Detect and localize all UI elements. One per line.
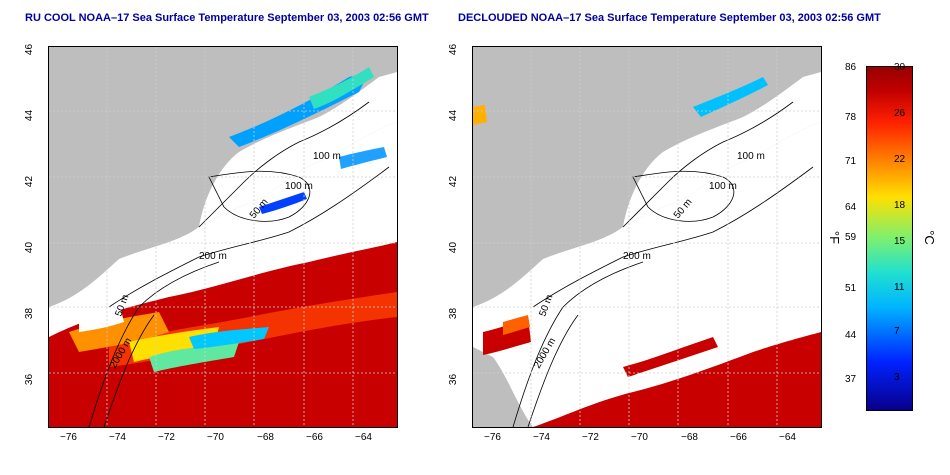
warm-water bbox=[533, 332, 821, 427]
colorbar-c-tick: 30 bbox=[894, 62, 906, 73]
x-tick: −72 bbox=[582, 432, 599, 443]
colorbar-c-tick: 3 bbox=[894, 372, 900, 383]
sst-map-declouded: 100 m 100 m 50 m 200 m 50 m 2000 m bbox=[472, 46, 822, 428]
x-tick: −66 bbox=[306, 432, 323, 443]
colorbar-c-tick: 7 bbox=[894, 326, 900, 337]
x-tick: −74 bbox=[533, 432, 550, 443]
colorbar-f-tick: 51 bbox=[845, 283, 857, 294]
x-tick: −70 bbox=[207, 432, 224, 443]
x-tick: −64 bbox=[355, 432, 372, 443]
colorbar-f-tick: 78 bbox=[845, 112, 857, 123]
contour-label: 100 m bbox=[709, 181, 737, 192]
colorbar-unit-c: °C bbox=[921, 230, 937, 245]
colorbar-f-tick: 44 bbox=[845, 330, 857, 341]
panel-title-declouded: DECLOUDED NOAA–17 Sea Surface Temperatur… bbox=[458, 12, 881, 24]
x-tick: −68 bbox=[257, 432, 274, 443]
colorbar-c-tick: 18 bbox=[894, 200, 906, 211]
sst-map-raw: 100 m 100 m 50 m 200 m 50 m 2000 m bbox=[48, 46, 398, 428]
contour-label: 100 m bbox=[285, 181, 313, 192]
y-tick: 38 bbox=[24, 307, 36, 320]
y-tick: 36 bbox=[24, 373, 36, 386]
colorbar-f-tick: 86 bbox=[845, 62, 857, 73]
x-tick: −76 bbox=[484, 432, 501, 443]
y-tick: 38 bbox=[448, 307, 460, 320]
colorbar-c-tick: 26 bbox=[894, 108, 906, 119]
colorbar-f-tick: 64 bbox=[845, 202, 857, 213]
colorbar-c-tick: 11 bbox=[894, 282, 905, 293]
x-tick: −66 bbox=[730, 432, 747, 443]
colorbar-c-tick: 15 bbox=[894, 236, 906, 247]
sst-colorbar bbox=[866, 66, 913, 411]
colorbar-f-tick: 37 bbox=[845, 374, 857, 385]
y-tick: 36 bbox=[448, 373, 460, 386]
contour-label: 100 m bbox=[737, 151, 765, 162]
y-tick: 42 bbox=[24, 175, 36, 188]
y-tick: 46 bbox=[24, 43, 36, 56]
x-tick: −70 bbox=[631, 432, 648, 443]
y-tick: 44 bbox=[448, 109, 460, 122]
x-tick: −74 bbox=[109, 432, 126, 443]
colorbar-f-tick: 71 bbox=[845, 156, 857, 167]
contour-label: 200 m bbox=[199, 251, 227, 262]
y-tick: 44 bbox=[24, 109, 36, 122]
contour-label: 200 m bbox=[623, 251, 651, 262]
x-tick: −76 bbox=[60, 432, 77, 443]
gulf-of-maine-water bbox=[623, 72, 821, 227]
x-tick: −68 bbox=[681, 432, 698, 443]
x-tick: −64 bbox=[779, 432, 796, 443]
x-tick: −72 bbox=[158, 432, 175, 443]
y-tick: 40 bbox=[24, 241, 36, 254]
ocean-area bbox=[473, 122, 821, 427]
colorbar-unit-f: °F bbox=[827, 230, 843, 245]
colorbar-f-tick: 59 bbox=[845, 232, 857, 243]
gulf-of-maine-water bbox=[199, 72, 397, 227]
panel-title-raw: RU COOL NOAA–17 Sea Surface Temperature … bbox=[25, 12, 429, 24]
y-tick: 46 bbox=[448, 43, 460, 56]
y-tick: 40 bbox=[448, 241, 460, 254]
colorbar-c-tick: 22 bbox=[894, 154, 906, 165]
y-tick: 42 bbox=[448, 175, 460, 188]
contour-label: 100 m bbox=[313, 151, 341, 162]
